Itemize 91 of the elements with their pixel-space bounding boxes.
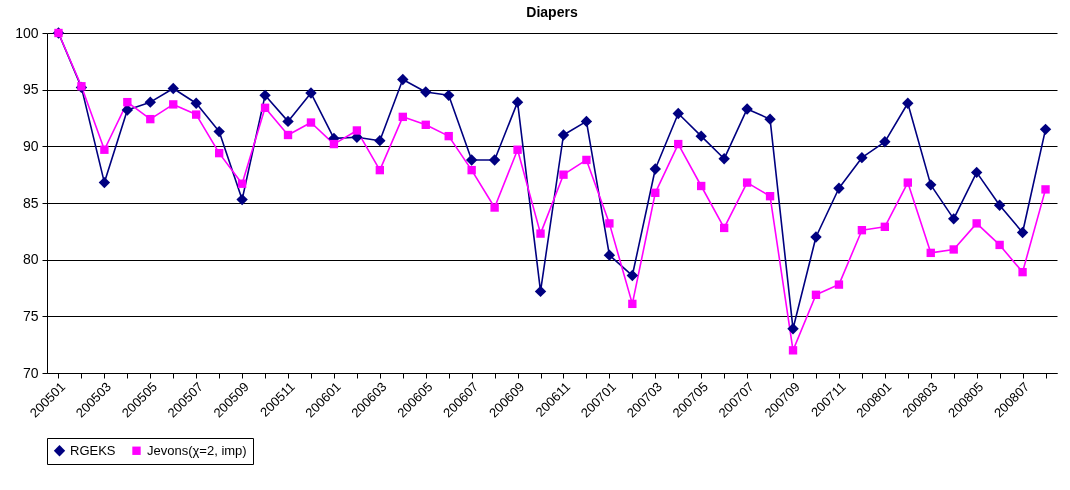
point (329, 139, 339, 149)
point (741, 103, 753, 115)
point (283, 130, 293, 140)
point (259, 89, 271, 102)
point (948, 213, 960, 225)
point (144, 96, 156, 108)
point (834, 280, 844, 289)
point (536, 229, 545, 238)
point (1018, 267, 1027, 277)
chart-title: Diapers (526, 4, 578, 20)
point (697, 181, 706, 191)
point (444, 131, 453, 141)
point (1016, 226, 1029, 239)
point (903, 178, 912, 187)
point (398, 112, 407, 122)
point (764, 113, 776, 125)
point (100, 145, 109, 154)
legend-label: RGEKS (70, 442, 116, 458)
point (260, 103, 270, 112)
point (557, 129, 570, 141)
point (810, 231, 822, 243)
point (190, 97, 202, 109)
point (420, 86, 432, 98)
point (857, 226, 867, 235)
point (236, 193, 248, 206)
point (352, 126, 362, 135)
point (511, 96, 524, 108)
y-tick-label: 95 (22, 81, 39, 98)
point (880, 222, 890, 231)
point (742, 178, 752, 187)
point (467, 165, 476, 175)
y-tick-label: 100 (15, 24, 39, 41)
point (397, 73, 409, 86)
point (856, 151, 868, 164)
point (787, 323, 799, 335)
point (214, 148, 224, 158)
point (443, 89, 455, 102)
point (305, 87, 317, 99)
point (995, 240, 1004, 250)
point (192, 110, 201, 119)
point (306, 118, 316, 127)
point (580, 115, 593, 128)
point (465, 154, 478, 166)
point (167, 82, 179, 95)
point (628, 299, 637, 309)
point (490, 203, 499, 212)
point (559, 170, 568, 179)
point (213, 125, 225, 138)
point (902, 97, 914, 109)
point (603, 249, 616, 261)
point (169, 100, 178, 109)
point (925, 179, 937, 191)
y-tick-label: 70 (22, 364, 39, 381)
y-tick-label: 75 (22, 307, 39, 324)
point (674, 139, 683, 149)
point (788, 346, 798, 355)
point (1041, 185, 1050, 194)
point (626, 269, 639, 282)
point (972, 219, 981, 228)
point (672, 107, 684, 120)
point (513, 145, 522, 154)
point (993, 199, 1006, 211)
point (651, 188, 660, 197)
point (926, 248, 935, 258)
point (375, 165, 385, 175)
point (719, 223, 729, 233)
point (237, 179, 247, 188)
point (282, 115, 294, 128)
point (718, 153, 730, 165)
point (374, 134, 386, 147)
legend-label: Jevons(χ=2, imp) (147, 442, 247, 458)
point (833, 182, 845, 194)
point (1039, 123, 1052, 136)
y-tick-label: 85 (22, 194, 39, 211)
point (582, 155, 591, 165)
point (146, 114, 155, 124)
point (765, 192, 775, 201)
point (649, 163, 661, 175)
y-tick-label: 80 (22, 251, 39, 268)
point (534, 285, 547, 298)
point (695, 130, 707, 142)
point (488, 154, 501, 166)
point (811, 290, 821, 299)
y-tick-label: 90 (22, 137, 39, 154)
point (970, 166, 983, 179)
point (98, 176, 111, 189)
point (879, 136, 891, 148)
point (123, 97, 132, 107)
point (605, 219, 614, 228)
point (421, 120, 430, 129)
point (949, 245, 958, 254)
